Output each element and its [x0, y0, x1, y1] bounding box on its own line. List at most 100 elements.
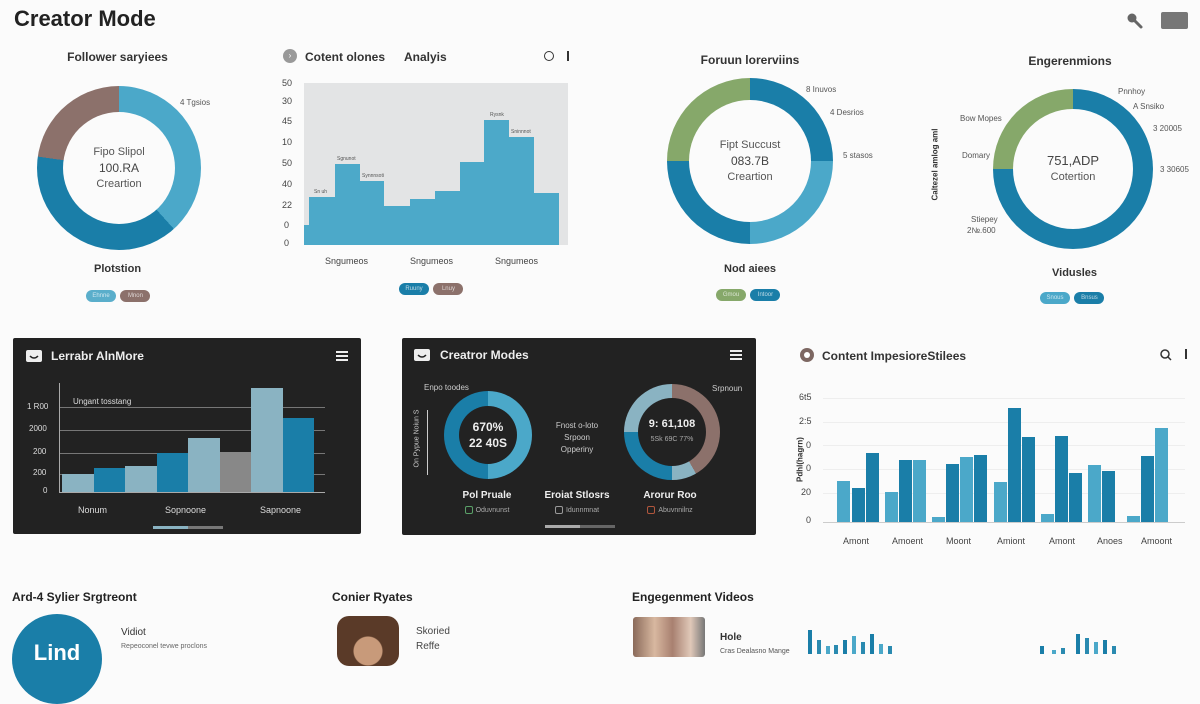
legend-item[interactable]: Mnon [120, 290, 151, 302]
impressions-search-icon[interactable] [1160, 348, 1172, 361]
follower-center-line3: Creartion [96, 178, 142, 190]
bar[interactable] [509, 137, 534, 245]
forum-center-value: 083.7B [730, 154, 770, 168]
legend-item[interactable]: Bnsus [1074, 292, 1105, 304]
follower-donut-chart[interactable]: Fipo Slipol 100.RA Creartion [37, 86, 201, 250]
engagement-subtitle: Vidusles [1052, 267, 1098, 279]
video-sparkline [808, 630, 1188, 654]
content-bar-chart[interactable]: Sn uh Sgnunot Synnnsoti Rysnk Sninnnot [304, 83, 568, 245]
creator-photo[interactable] [337, 616, 399, 666]
forum-panel-title: Foruun lorerviins [700, 53, 800, 67]
bar[interactable] [913, 460, 926, 522]
dark-left-bar-chart[interactable] [59, 383, 325, 493]
legend-item[interactable]: Gmou [716, 289, 746, 301]
bar[interactable] [1008, 408, 1021, 522]
bar[interactable] [994, 482, 1007, 522]
content-panel-icon[interactable]: › [283, 49, 297, 63]
bar[interactable] [251, 388, 283, 492]
bar[interactable] [1055, 436, 1068, 522]
forum-callout: 4 Desrios [830, 108, 864, 117]
content-y-axis: 50 30 45 10 50 40 22 0 0 [282, 78, 293, 248]
item-icon [647, 506, 656, 514]
bar[interactable] [852, 488, 865, 522]
bar[interactable] [534, 193, 559, 245]
bar[interactable] [220, 452, 251, 492]
scroll-indicator[interactable] [545, 525, 615, 528]
dark-item[interactable]: Arorur Roo Abuvnnilnz [643, 490, 697, 514]
dark-item[interactable]: Eroiat Stlosrs Idunnmnat [544, 490, 610, 514]
bar[interactable] [1041, 514, 1054, 522]
engagement-callout: Domary [962, 151, 991, 160]
bar[interactable] [1155, 428, 1168, 522]
legend-item[interactable]: Intoor [750, 289, 781, 301]
bar[interactable] [309, 197, 335, 245]
bar[interactable] [484, 120, 509, 245]
legend-item[interactable]: Ehnne [86, 290, 116, 302]
sponsor-avatar[interactable]: Lind [12, 614, 102, 704]
creator-section-title: Conier Ryates [332, 590, 413, 604]
follower-legend: Ehnne Mnon [86, 284, 151, 302]
menu-icon[interactable] [336, 351, 348, 361]
bar[interactable] [384, 206, 410, 245]
engagement-callout: Bow Mopes [960, 114, 1002, 123]
dark-card-left: Lerrabr AlnMore Ungant tosstang 1 R00 20… [13, 338, 361, 534]
content-legend: Ruuny Lnuy [399, 277, 464, 295]
content-refresh-icon[interactable] [544, 51, 554, 61]
bar-label: Sn uh [314, 189, 328, 195]
bar[interactable] [410, 199, 435, 245]
bar[interactable] [1022, 437, 1035, 522]
engagement-callout: A Snsiko [1133, 102, 1165, 111]
scroll-indicator[interactable] [153, 526, 223, 529]
bar[interactable] [283, 418, 314, 492]
engagement-center-label: Cotertion [1050, 171, 1096, 183]
forum-donut-chart[interactable]: Fipt Succust 083.7B Creartion [667, 78, 833, 244]
content-more-icon[interactable] [567, 51, 569, 61]
engagement-legend: Snous Bnsus [1040, 286, 1105, 304]
bar[interactable] [94, 468, 125, 492]
video-thumbnail[interactable] [633, 617, 705, 657]
menu-icon[interactable] [730, 350, 742, 360]
bar[interactable] [974, 455, 987, 522]
legend-item[interactable]: Ruuny [399, 283, 429, 295]
impressions-more-icon[interactable] [1185, 349, 1187, 359]
bar-label: Synnnsoti [362, 173, 384, 179]
right-donut-label: Srpnoun [712, 384, 743, 393]
forum-legend: Gmou Intoor [716, 283, 781, 301]
impressions-x-axis: Amont Amoent Moont Amiont Amont Anoes Am… [843, 536, 1173, 546]
bar[interactable] [885, 492, 898, 522]
bar[interactable] [932, 517, 945, 522]
legend-item[interactable]: Lnuy [433, 283, 464, 295]
bar[interactable] [1127, 516, 1140, 522]
bar[interactable] [157, 453, 188, 492]
legend-item[interactable]: Snous [1040, 292, 1070, 304]
bar[interactable] [899, 460, 912, 522]
bar[interactable] [1088, 465, 1101, 522]
left-dark-donut[interactable]: 670% 22 40S [444, 391, 532, 479]
bar[interactable] [866, 453, 879, 522]
bar[interactable] [435, 191, 460, 245]
bar[interactable] [960, 457, 973, 522]
follower-callout: 4 Tgsios [180, 98, 211, 107]
bar[interactable] [837, 481, 850, 522]
engagement-callout: Pnnhoy [1118, 87, 1146, 96]
bar[interactable] [360, 181, 384, 245]
bar[interactable] [460, 162, 484, 245]
bar[interactable] [1069, 473, 1082, 522]
forum-callout: 8 Inuvos [806, 85, 837, 94]
bar[interactable] [1102, 471, 1115, 522]
video-line2: Cras Dealasno Mange [720, 648, 790, 655]
right-dark-donut[interactable]: 9: 61,108 5Sk 69C 77% [624, 384, 720, 480]
content-panel-title: Cotent olones [305, 50, 385, 64]
dark-item[interactable]: Pol Pruale Oduvnunst [462, 490, 512, 514]
impressions-bar-chart[interactable] [823, 398, 1185, 523]
bar[interactable] [125, 466, 157, 492]
engagement-donut-chart[interactable]: 751,ADP Cotertion [993, 89, 1153, 249]
search-key-icon[interactable] [1126, 12, 1144, 30]
bar[interactable] [304, 225, 309, 245]
bar[interactable] [946, 464, 959, 522]
bar[interactable] [188, 438, 220, 492]
window-icon[interactable] [1161, 12, 1188, 29]
bar[interactable] [1141, 456, 1154, 522]
bar[interactable] [335, 164, 360, 245]
bar[interactable] [62, 474, 94, 492]
